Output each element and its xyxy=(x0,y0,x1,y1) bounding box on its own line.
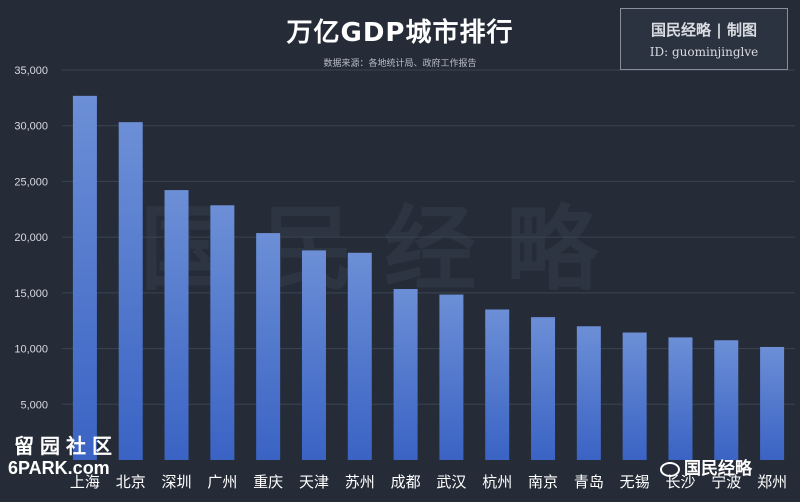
credit-box: 国民经略 | 制图 ID: guominjinglve xyxy=(620,8,788,70)
watermark-left-line2: 6PARK.com xyxy=(8,458,110,478)
wechat-icon xyxy=(660,461,680,477)
x-tick-label: 深圳 xyxy=(162,473,192,491)
bar-10 xyxy=(531,317,556,460)
x-tick-label: 宁波 xyxy=(711,473,741,491)
bar-13 xyxy=(668,337,693,460)
x-tick-label: 武汉 xyxy=(436,473,466,491)
bar-5 xyxy=(301,250,326,460)
bar-14 xyxy=(714,340,739,460)
y-tick-label: 35,000 xyxy=(14,65,48,77)
y-tick-label: 15,000 xyxy=(14,288,48,300)
x-tick-label: 青岛 xyxy=(574,473,604,491)
x-tick-label: 郑州 xyxy=(757,473,787,491)
watermark-right: 国民经略 xyxy=(660,454,752,479)
x-tick-label: 长沙 xyxy=(665,473,695,491)
chart-subtitle: 数据来源：各地统计局、政府工作报告 xyxy=(323,59,477,69)
credit-line1: 国民经略 | 制图 xyxy=(651,21,757,39)
x-tick-label: 重庆 xyxy=(253,473,283,491)
bar-1 xyxy=(118,122,143,461)
x-tick-label: 北京 xyxy=(116,473,146,491)
credit-line2: ID: guominjinglve xyxy=(649,45,759,59)
x-tick-label: 天津 xyxy=(299,473,329,491)
x-tick-label: 无锡 xyxy=(620,473,650,491)
y-tick-label: 25,000 xyxy=(14,176,48,188)
bar-11 xyxy=(576,326,601,460)
x-tick-label: 广州 xyxy=(207,473,237,491)
y-tick-label: 30,000 xyxy=(14,121,48,133)
watermark-left-line1: 留园社区 xyxy=(14,434,118,458)
y-tick-label: 5,000 xyxy=(20,399,48,411)
y-tick-label: 10,000 xyxy=(14,344,48,356)
x-tick-label: 杭州 xyxy=(482,473,512,491)
bar-8 xyxy=(439,294,464,460)
x-tick-label: 成都 xyxy=(391,473,421,491)
bar-15 xyxy=(760,346,785,460)
x-tick-label: 苏州 xyxy=(345,473,375,491)
chart-title: 万亿GDP城市排行 xyxy=(286,18,514,48)
bar-4 xyxy=(256,233,281,460)
bar-12 xyxy=(622,332,647,460)
bar-6 xyxy=(347,252,372,460)
bar-2 xyxy=(164,190,189,460)
bar-9 xyxy=(485,309,510,460)
y-tick-label: 20,000 xyxy=(14,232,48,244)
bar-7 xyxy=(393,289,418,460)
bar-3 xyxy=(210,205,235,460)
x-tick-label: 上海 xyxy=(70,473,100,491)
bar-0 xyxy=(72,95,97,460)
watermark-right-text: 国民经略 xyxy=(684,459,752,479)
x-tick-label: 南京 xyxy=(528,473,558,491)
